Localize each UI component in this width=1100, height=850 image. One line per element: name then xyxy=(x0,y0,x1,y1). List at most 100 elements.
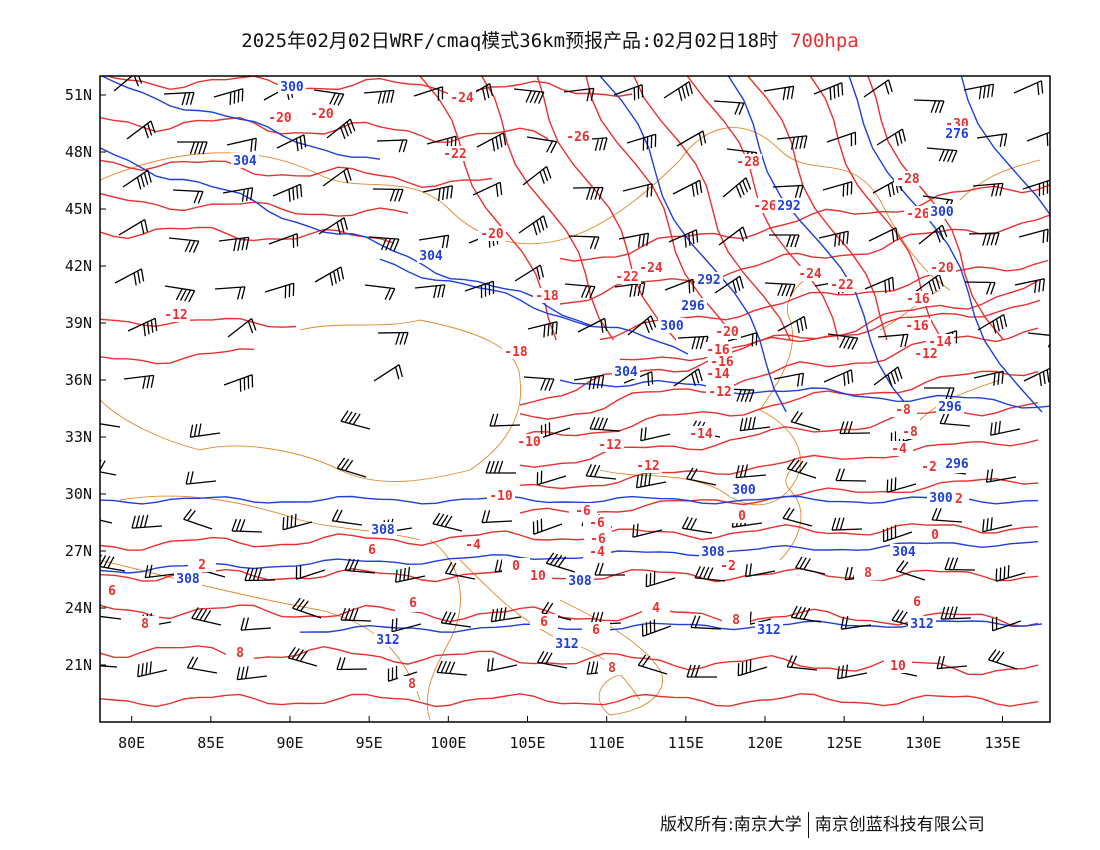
wind-barb xyxy=(513,88,545,104)
wind-barb xyxy=(440,611,472,628)
temperature-contour xyxy=(105,76,633,98)
height-label: 296 xyxy=(681,299,705,314)
height-label: 312 xyxy=(376,633,399,648)
wind-barb xyxy=(127,317,158,337)
wind-barb xyxy=(686,664,717,678)
wind-barb xyxy=(790,410,821,431)
wind-barb xyxy=(163,91,195,106)
wind-barb xyxy=(836,664,868,680)
temperature-label: -12 xyxy=(164,308,187,323)
temperature-label: 8 xyxy=(608,661,616,676)
temperature-label: -8 xyxy=(895,403,911,418)
wind-barb xyxy=(585,464,617,480)
wind-barb xyxy=(823,369,854,386)
temperature-contour xyxy=(585,76,738,341)
lon-tick-label: 100E xyxy=(430,734,466,752)
wind-barb xyxy=(976,133,1008,147)
wind-barb xyxy=(264,282,295,299)
height-label: 296 xyxy=(938,400,962,415)
wind-barb xyxy=(414,284,446,299)
wind-barb xyxy=(213,88,244,105)
wind-barb xyxy=(377,331,409,345)
lat-tick-label: 21N xyxy=(65,656,92,674)
boundary-line xyxy=(599,409,802,506)
wind-barb xyxy=(982,517,1013,533)
wind-barb xyxy=(272,183,303,202)
wind-barb xyxy=(376,139,408,153)
temperature-label: -6 xyxy=(590,532,606,547)
wind-barb xyxy=(214,286,246,300)
wind-barb xyxy=(137,661,168,678)
wind-barb xyxy=(391,618,422,633)
boundary-line xyxy=(959,159,1041,201)
wind-barb xyxy=(432,512,463,532)
lat-tick-label: 27N xyxy=(65,542,92,560)
plot-area: -24-20 -20-22-26-28-30-26-28-26-20-24-22-… xyxy=(100,76,1050,721)
height-label: 300 xyxy=(930,205,954,220)
wind-barb xyxy=(722,177,752,198)
height-contour xyxy=(960,76,1050,216)
wind-barb xyxy=(336,457,367,478)
temperature-label: -26 xyxy=(753,199,777,214)
wind-barb xyxy=(100,459,117,476)
wind-barb xyxy=(744,563,776,578)
wind-barb xyxy=(1022,179,1050,197)
height-label: 304 xyxy=(419,249,443,264)
height-label: 304 xyxy=(233,154,257,169)
lon-tick-label: 110E xyxy=(589,734,625,752)
height-contour xyxy=(100,495,1039,505)
temperature-label: -6 xyxy=(589,516,605,531)
temperature-contour xyxy=(519,280,1039,406)
wind-barb xyxy=(100,653,118,668)
temperature-label: -2 xyxy=(720,559,736,574)
temperature-label: -12 xyxy=(598,438,621,453)
wind-barb xyxy=(776,135,808,150)
boundary-line xyxy=(559,127,951,291)
temperature-label: -20 xyxy=(930,261,954,276)
temperature-label: -22 xyxy=(615,270,638,285)
height-label: 312 xyxy=(555,637,578,652)
wind-barb xyxy=(344,558,376,574)
wind-barb xyxy=(236,666,268,681)
height-label: 308 xyxy=(701,545,725,560)
wind-barb xyxy=(326,118,356,140)
wind-barb xyxy=(240,617,272,631)
wind-barb xyxy=(422,185,453,202)
longitude-axis: 80E 85E 90E 95E 100E 105E 110E 115E 120E 125E 130E… xyxy=(118,716,1021,752)
temperature-label: 8 xyxy=(141,617,149,632)
height-label: 300 xyxy=(280,80,304,95)
wind-barb xyxy=(318,217,348,235)
height-contour xyxy=(379,258,689,355)
wind-barb xyxy=(481,509,513,524)
wind-barb xyxy=(940,606,972,620)
wind-barb xyxy=(931,507,963,523)
wind-barb xyxy=(839,421,871,435)
wind-barb xyxy=(777,315,808,334)
copyright-footer: 版权所有:南京大学 南京创蓝科技有限公司 xyxy=(660,810,985,838)
temperature-label: 10 xyxy=(530,569,546,584)
temperature-label: -26 xyxy=(566,130,590,145)
temperature-label: -10 xyxy=(517,435,541,450)
wind-barb xyxy=(876,128,907,147)
chart-title: 2025年02月02日WRF/cmaq模式36km预报产品:02月02日18时 7… xyxy=(0,26,1100,53)
temperature-label: -14 xyxy=(706,367,730,382)
wind-barb xyxy=(632,523,663,538)
temperature-label: -4 xyxy=(589,545,605,560)
wind-barb xyxy=(972,182,1004,197)
wind-barb xyxy=(735,464,767,479)
temperature-label: -18 xyxy=(504,345,528,360)
lat-tick-label: 36N xyxy=(65,371,92,389)
wind-barb xyxy=(714,275,744,294)
wind-barb xyxy=(577,317,608,333)
wind-barb xyxy=(773,372,805,387)
boundary-line xyxy=(759,269,821,411)
height-label: 308 xyxy=(176,572,200,587)
height-label: 292 xyxy=(777,199,800,214)
wind-barb xyxy=(926,147,958,163)
wind-barb xyxy=(713,100,745,116)
wind-barb xyxy=(626,133,657,151)
wind-barb xyxy=(737,659,768,677)
wind-barb xyxy=(640,427,671,442)
wind-barb xyxy=(522,166,552,186)
temperature-label: -4 xyxy=(465,538,481,553)
